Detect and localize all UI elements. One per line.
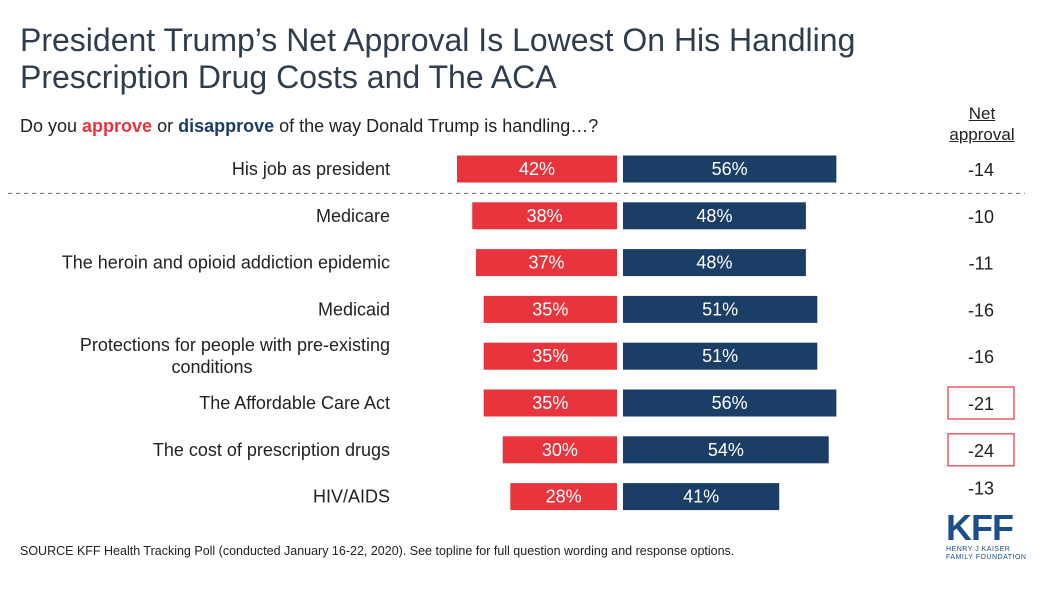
approve-value-label: 35% [532,393,568,413]
approve-value-label: 35% [532,299,568,319]
category-label: Protections for people with pre-existing [80,335,390,355]
disapprove-value-label: 41% [683,487,719,507]
category-label: His job as president [232,159,390,179]
disapprove-value-label: 54% [708,440,744,460]
net-approval-value: -16 [968,300,994,320]
kff-logo: KFF HENRY J KAISER FAMILY FOUNDATION [946,510,1030,562]
disapprove-value-label: 56% [712,393,748,413]
net-approval-value: -13 [968,479,994,499]
category-label: HIV/AIDS [313,487,390,507]
net-approval-value: -14 [968,160,994,180]
disapprove-value-label: 51% [702,299,738,319]
net-approval-value: -11 [969,254,994,274]
approve-value-label: 35% [532,346,568,366]
logo-mark: KFF [946,510,1030,546]
approve-value-label: 28% [546,487,582,507]
logo-line-2: FAMILY FOUNDATION [946,554,1030,562]
disapprove-value-label: 48% [696,253,732,273]
category-label: Medicare [316,206,390,226]
disapprove-value-label: 48% [696,206,732,226]
net-approval-value: -10 [968,207,994,227]
approve-value-label: 42% [519,159,555,179]
approve-value-label: 30% [542,440,578,460]
category-label: Medicaid [318,299,390,319]
approve-value-label: 38% [527,206,563,226]
net-approval-value: -24 [968,441,994,461]
category-label: The Affordable Care Act [199,393,390,413]
category-label: conditions [171,357,252,377]
category-label: The heroin and opioid addiction epidemic [62,253,390,273]
source-note: SOURCE KFF Health Tracking Poll (conduct… [20,544,734,558]
net-approval-value: -21 [968,394,994,414]
net-approval-value: -16 [968,347,994,367]
disapprove-value-label: 56% [712,159,748,179]
category-label: The cost of prescription drugs [153,440,390,460]
approve-value-label: 37% [528,253,564,273]
logo-line-1: HENRY J KAISER [946,546,1030,554]
approval-bar-chart: His job as president 42% 56% -14 Medicare 38%… [0,0,1040,597]
disapprove-value-label: 51% [702,346,738,366]
